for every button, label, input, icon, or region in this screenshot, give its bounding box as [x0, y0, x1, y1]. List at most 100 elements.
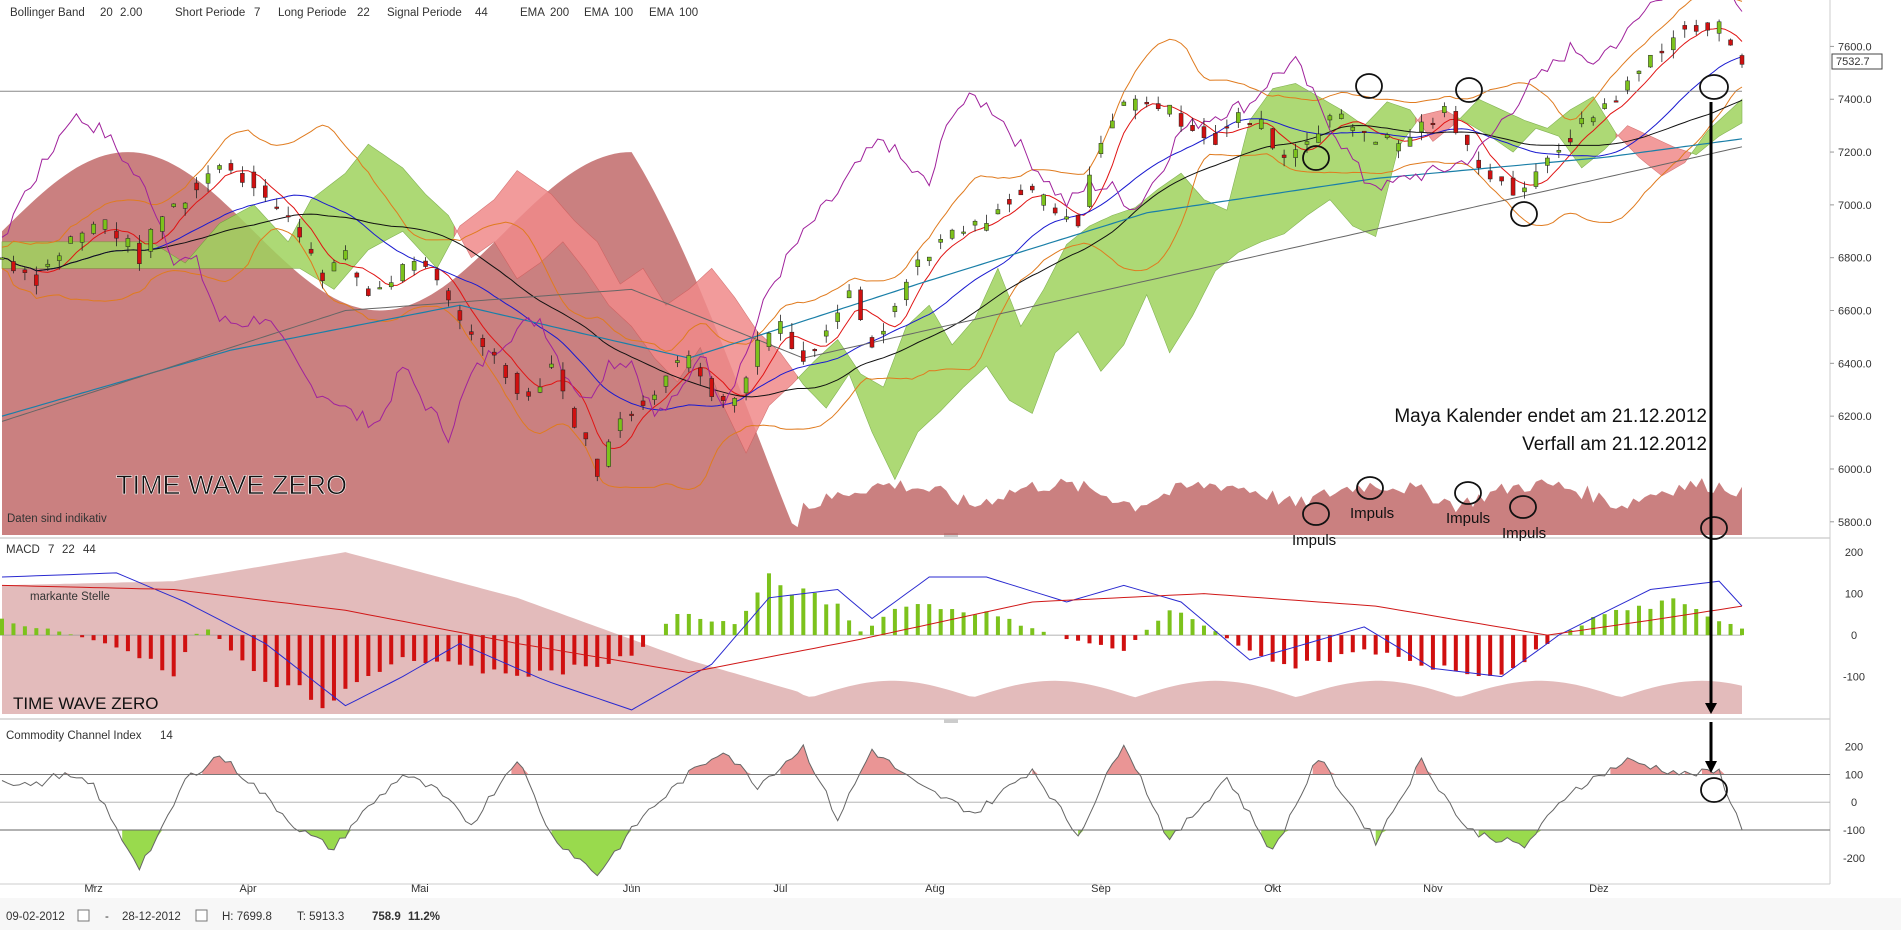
candle-body: [1350, 126, 1356, 131]
highlight-circle: [1302, 502, 1330, 526]
macd-histogram-bar: [160, 635, 165, 671]
volume-shape: [2, 152, 1742, 535]
candle-body: [1568, 138, 1573, 143]
highlight-circle: [1510, 201, 1538, 227]
macd-histogram-bar: [1327, 635, 1332, 663]
macd-histogram-bar: [389, 635, 394, 665]
candle-body: [1224, 126, 1230, 129]
macd-histogram-bar: [721, 621, 726, 636]
price-tick-label: 7200.0: [1838, 147, 1872, 159]
candle-body: [503, 365, 508, 378]
disclaimer: Daten sind indikativ: [7, 513, 107, 525]
macd-histogram-bar: [423, 635, 428, 663]
calendar-icon[interactable]: [77, 909, 90, 922]
macd-histogram-bar: [1682, 604, 1687, 636]
legend-signal-value: 44: [475, 7, 488, 19]
price-tick-label: 7400.0: [1838, 94, 1872, 106]
macd-histogram-bar: [251, 635, 256, 672]
candle-body: [343, 250, 348, 260]
legend-ema3-value: 100: [679, 7, 698, 19]
macd-histogram-bar: [1224, 635, 1229, 639]
macd-tick-label: 200: [1845, 547, 1863, 559]
macd-histogram-bar: [1305, 635, 1309, 661]
candle-body: [1728, 39, 1733, 46]
macd-histogram-bar: [228, 635, 233, 651]
candle-body: [411, 261, 417, 271]
candle-body: [1682, 25, 1688, 30]
candle-body: [22, 269, 28, 273]
macd-note: markante Stelle: [30, 591, 110, 603]
candle-body: [194, 182, 199, 191]
candle-body: [1075, 214, 1081, 227]
bollinger-upper: [1, 0, 1743, 352]
macd-histogram-bar: [961, 612, 966, 636]
macd-histogram-bar: [194, 633, 199, 636]
macd-histogram-bar: [1442, 635, 1447, 666]
macd-histogram-bar: [1247, 635, 1252, 651]
month-tick-label: Sep: [1091, 883, 1111, 895]
macd-histogram-bar: [263, 635, 268, 682]
candle-body: [1453, 111, 1459, 134]
candle-body: [1201, 126, 1207, 139]
candle-body: [1041, 194, 1046, 206]
legend-long-value: 22: [357, 7, 370, 19]
macd-histogram-bar: [870, 625, 874, 636]
candle-body: [251, 171, 257, 189]
candle-body: [1064, 216, 1069, 220]
macd-histogram-bar: [927, 604, 932, 636]
macd-histogram-bar: [503, 635, 508, 674]
candle-body: [1579, 118, 1584, 125]
macd-histogram-bar: [778, 585, 783, 636]
status-bar: [0, 898, 1901, 930]
candle-body: [240, 173, 245, 183]
macd-histogram-bar: [1396, 635, 1401, 657]
legend-signal-label: Signal Periode: [387, 7, 462, 19]
candle-body: [812, 349, 818, 352]
candle-body: [228, 163, 234, 171]
macd-histogram-bar: [560, 635, 565, 675]
macd-histogram-bar: [973, 614, 978, 636]
macd-histogram-bar: [1740, 628, 1744, 636]
volume-area: [2, 152, 1742, 535]
candle-body: [1510, 177, 1516, 196]
candle-body: [308, 248, 314, 254]
macd-histogram-bar: [1648, 608, 1653, 636]
candle-body: [1133, 98, 1138, 111]
highlight-circle: [1455, 77, 1483, 103]
cci-tick-label: 200: [1845, 742, 1863, 754]
candle-body: [1716, 21, 1722, 34]
macd-histogram-bar: [343, 635, 348, 689]
candle-body: [285, 215, 291, 218]
candle-body: [1087, 174, 1092, 207]
candle-body: [354, 272, 360, 278]
macd-histogram-bar: [274, 635, 279, 688]
legend-bollinger-p1: 20: [100, 7, 113, 19]
macd-histogram-bar: [1602, 614, 1607, 636]
short-ma: [1, 27, 1743, 450]
axes: 5800.0 6000.0 6200.0 6400.0 6600.0 6800.0 7000…: [84, 41, 1871, 895]
macd-histogram-bar: [492, 635, 497, 670]
time-wave-zero-watermark: TIME WAVE ZERO: [116, 470, 347, 500]
calendar-icon[interactable]: [195, 909, 208, 922]
candle-body: [961, 231, 966, 234]
macd-histogram-bar: [1121, 635, 1126, 651]
candlesticks: [0, 19, 1745, 482]
candle-body: [171, 203, 176, 207]
candle-body: [205, 173, 211, 184]
macd-histogram-bar: [57, 631, 62, 636]
macd-histogram-bar: [1408, 635, 1413, 661]
macd-panel: [0, 541, 1830, 716]
splitter-handle[interactable]: [944, 719, 958, 723]
candle-body: [1499, 176, 1504, 182]
candle-body: [446, 290, 451, 301]
ichimoku-cloud: [1, 83, 1743, 481]
macd-histogram-bar: [80, 635, 85, 638]
macd-histogram-bar: [11, 623, 16, 636]
macd-p1: 7: [48, 544, 54, 556]
candle-body: [1339, 113, 1344, 119]
macd-histogram-bar: [297, 635, 302, 686]
macd-watermark: TIME WAVE ZERO: [13, 694, 158, 713]
macd-line: [1, 572, 1743, 711]
candle-body: [778, 321, 783, 334]
candle-body: [1465, 134, 1470, 145]
